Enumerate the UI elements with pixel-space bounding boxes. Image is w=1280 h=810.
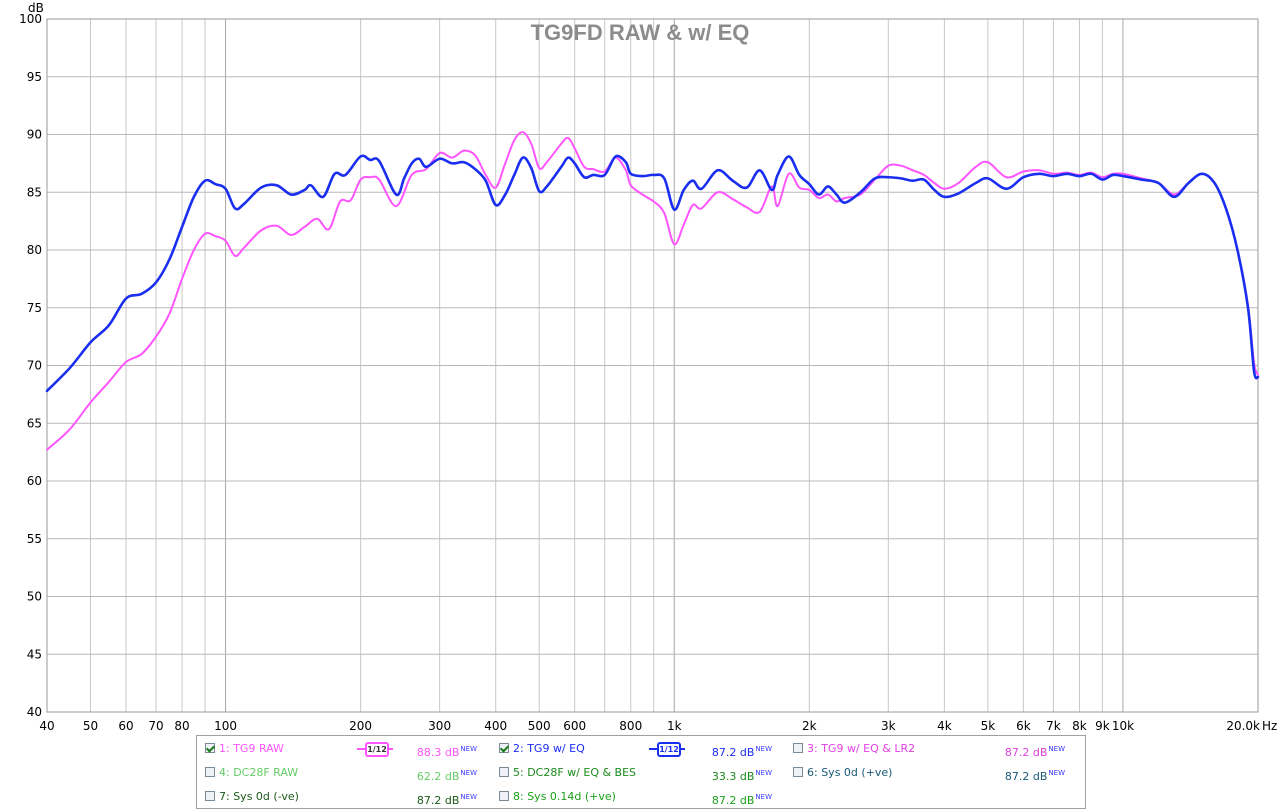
legend-level-3: 87.2 dBNEW: [1004, 745, 1065, 759]
legend-level-4: 62.2 dBNEW: [416, 769, 477, 783]
x-tick-label: 50: [83, 719, 98, 733]
y-tick-label: 55: [27, 532, 42, 546]
legend-checkbox-6[interactable]: [793, 767, 803, 777]
smoothing-badge-2[interactable]: 1/12: [649, 742, 685, 757]
legend-level-2: 87.2 dBNEW: [711, 745, 772, 759]
y-tick-label: 70: [27, 359, 42, 373]
legend-label-4: 4: DC28F RAW: [219, 766, 299, 779]
x-axis-unit: Hz: [1262, 719, 1277, 733]
legend-level-8: 87.2 dBNEW: [711, 793, 772, 807]
legend-label-5: 5: DC28F w/ EQ & BES: [513, 766, 637, 779]
y-tick-label: 50: [27, 590, 42, 604]
legend-label-2: 2: TG9 w/ EQ: [513, 742, 585, 755]
legend-checkbox-7[interactable]: [205, 791, 215, 801]
x-tick-labels: 40 50 60 70 80 100 200 300 400 500 600 800 1k 2k 3k 4k 5…: [39, 719, 1260, 733]
series-line-2: [45, 154, 1260, 393]
x-tick-label: 8k: [1072, 719, 1087, 733]
chart-title: TG9FD RAW & w/ EQ: [531, 20, 750, 45]
legend-checkbox-4[interactable]: [205, 767, 215, 777]
legend-label-6: 6: Sys 0d (+ve): [807, 766, 893, 779]
y-tick-labels: 40 45 50 55 60 65 70 75 80 85 90 95 100: [19, 12, 42, 719]
x-tick-label: 100: [214, 719, 237, 733]
x-tick-label: 6k: [1016, 719, 1031, 733]
x-tick-label: 2k: [802, 719, 817, 733]
y-axis-unit: dB: [28, 1, 44, 15]
legend-level-1: 88.3 dBNEW: [416, 745, 477, 759]
series-layer: [45, 131, 1260, 451]
chart-grid: [47, 19, 1258, 712]
y-tick-label: 100: [19, 12, 42, 26]
legend-label-1: 1: TG9 RAW: [219, 742, 284, 755]
x-tick-label: 400: [484, 719, 507, 733]
x-tick-label: 4k: [937, 719, 952, 733]
legend-level-7: 87.2 dBNEW: [416, 793, 477, 807]
legend-level-5: 33.3 dBNEW: [711, 769, 772, 783]
x-tick-label: 300: [428, 719, 451, 733]
legend-label-3: 3: TG9 w/ EQ & LR2: [807, 742, 916, 755]
legend-panel: 1: TG9 RAW 1/12 88.3 dBNEW 2: TG9 w/ EQ …: [196, 735, 1086, 809]
y-tick-label: 95: [27, 70, 42, 84]
x-tick-label: 9k: [1095, 719, 1110, 733]
x-tick-label: 200: [349, 719, 372, 733]
x-tick-label: 80: [174, 719, 189, 733]
y-tick-label: 80: [27, 243, 42, 257]
y-tick-label: 65: [27, 416, 42, 430]
x-tick-label: 40: [39, 719, 54, 733]
legend-checkbox-1[interactable]: [205, 743, 215, 753]
y-tick-label: 45: [27, 647, 42, 661]
x-tick-label: 60: [118, 719, 133, 733]
y-tick-label: 75: [27, 301, 42, 315]
x-tick-label: 10k: [1112, 719, 1134, 733]
plot-area-border: [46, 18, 1259, 713]
y-tick-label: 85: [27, 185, 42, 199]
y-tick-label: 60: [27, 474, 42, 488]
smoothing-badge-1[interactable]: 1/12: [357, 742, 393, 757]
x-tick-label: 7k: [1046, 719, 1061, 733]
x-tick-label: 3k: [881, 719, 896, 733]
series-line-1: [46, 131, 1259, 451]
x-tick-label: 70: [148, 719, 163, 733]
y-tick-label: 40: [27, 705, 42, 719]
legend-checkbox-2[interactable]: [499, 743, 509, 753]
y-tick-label: 90: [27, 128, 42, 142]
frequency-response-chart: 40 50 60 70 80 100 200 300 400 500 600 800 1k 2k 3k 4k 5…: [19, 1, 1277, 733]
x-tick-label: 1k: [667, 719, 682, 733]
legend-checkbox-5[interactable]: [499, 767, 509, 777]
x-tick-label: 5k: [981, 719, 996, 733]
x-tick-label: 500: [528, 719, 551, 733]
legend-checkbox-3[interactable]: [793, 743, 803, 753]
legend-level-6: 87.2 dBNEW: [1004, 769, 1065, 783]
x-tick-label: 800: [619, 719, 642, 733]
x-tick-label: 20.0k: [1226, 719, 1260, 733]
x-tick-label: 600: [563, 719, 586, 733]
legend-checkbox-8[interactable]: [499, 791, 509, 801]
legend-label-7: 7: Sys 0d (-ve): [219, 790, 299, 803]
legend-label-8: 8: Sys 0.14d (+ve): [513, 790, 616, 803]
